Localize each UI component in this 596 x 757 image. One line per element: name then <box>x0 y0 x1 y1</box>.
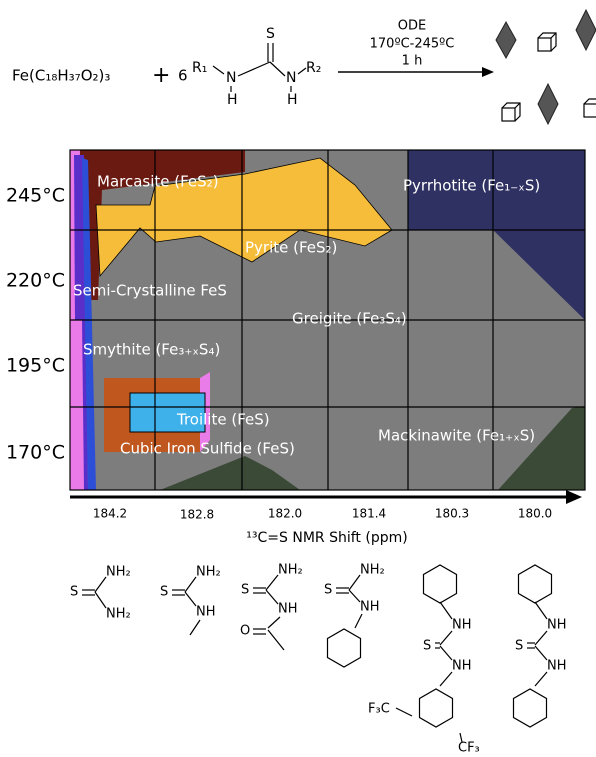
atom: NH₂ <box>360 563 385 578</box>
phase-label: Cubic Iron Sulfide (FeS) <box>120 440 295 458</box>
x-label: 184.2 <box>93 507 127 521</box>
thiourea-h: H <box>227 92 238 108</box>
axis-arrowhead <box>566 490 582 504</box>
x-label: 180.3 <box>435 507 469 521</box>
benzene-ring <box>424 565 457 603</box>
atom: NH <box>547 659 567 674</box>
figure: Fe(C₁₈H₃₇O₂)₃ + 6 S R₁ N N H H R₂ ODE 17… <box>0 0 596 757</box>
thiourea-s: S <box>266 26 275 42</box>
condition: ODE <box>398 19 426 34</box>
thiourea-h: H <box>287 92 298 108</box>
atom: S <box>324 583 332 598</box>
benzene-ring <box>328 629 361 667</box>
atom: NH₂ <box>278 563 303 578</box>
x-label: 182.8 <box>180 508 214 522</box>
y-label: 195°C <box>6 355 65 377</box>
x-title: ¹³C=S NMR Shift (ppm) <box>246 530 407 546</box>
y-labels: 245°C 220°C 195°C 170°C <box>6 185 65 464</box>
thiourea-n: N <box>226 70 236 86</box>
atom: S <box>241 583 249 598</box>
phase-label: Semi-Crystalline FeS <box>73 282 227 300</box>
x-label: 181.4 <box>352 507 386 521</box>
atom: NH <box>196 605 216 620</box>
atom: CF₃ <box>458 741 480 756</box>
precursor: Fe(C₁₈H₃₇O₂)₃ <box>12 67 110 85</box>
thiourea-r2: R₂ <box>306 60 321 76</box>
atom: O <box>240 624 250 639</box>
atom: NH <box>278 602 298 617</box>
atom: NH <box>360 600 380 615</box>
benzene-ring <box>519 565 552 603</box>
phase-label: Mackinawite (Fe₁₊ₓS) <box>378 427 535 445</box>
y-label: 170°C <box>6 442 65 464</box>
y-label: 220°C <box>6 270 65 292</box>
atom: S <box>70 585 78 600</box>
thiourea-r1: R₁ <box>192 60 207 76</box>
phase-label: Pyrrhotite (Fe₁₋ₓS) <box>403 177 540 195</box>
ligands: S NH₂ NH₂ S NH₂ NH S NH₂ NH O S NH₂ NH N… <box>70 563 567 756</box>
condition: 1 h <box>402 54 423 69</box>
y-label: 245°C <box>6 185 65 207</box>
phase-label: Greigite (Fe₃S₄) <box>292 310 407 328</box>
condition: 170ºC-245ºC <box>370 37 455 52</box>
benzene-ring <box>514 689 547 727</box>
atom: S <box>160 585 168 600</box>
phase-label: Pyrite (FeS₂) <box>245 239 337 257</box>
atom: NH₂ <box>196 565 221 580</box>
atom: S <box>515 639 523 654</box>
arrowhead <box>482 67 494 77</box>
x-label: 182.0 <box>268 507 302 521</box>
plus: + <box>152 63 170 88</box>
phase-label: Troilite (FeS) <box>176 411 270 429</box>
atom: S <box>423 639 431 654</box>
benzene-ring <box>420 689 453 727</box>
atom: NH <box>547 618 567 633</box>
x-label: 180.0 <box>518 507 552 521</box>
thiourea-n: N <box>286 70 296 86</box>
atom: NH₂ <box>106 565 131 580</box>
phase-label: Marcasite (FeS₂) <box>97 173 219 191</box>
atom: NH <box>452 618 472 633</box>
phase-label: Smythite (Fe₃₊ₓS₄) <box>83 341 220 359</box>
atom: F₃C <box>368 702 390 717</box>
atom: NH₂ <box>106 607 131 622</box>
crystals <box>496 10 596 124</box>
coefficient: 6 <box>178 67 188 85</box>
atom: NH <box>452 659 472 674</box>
